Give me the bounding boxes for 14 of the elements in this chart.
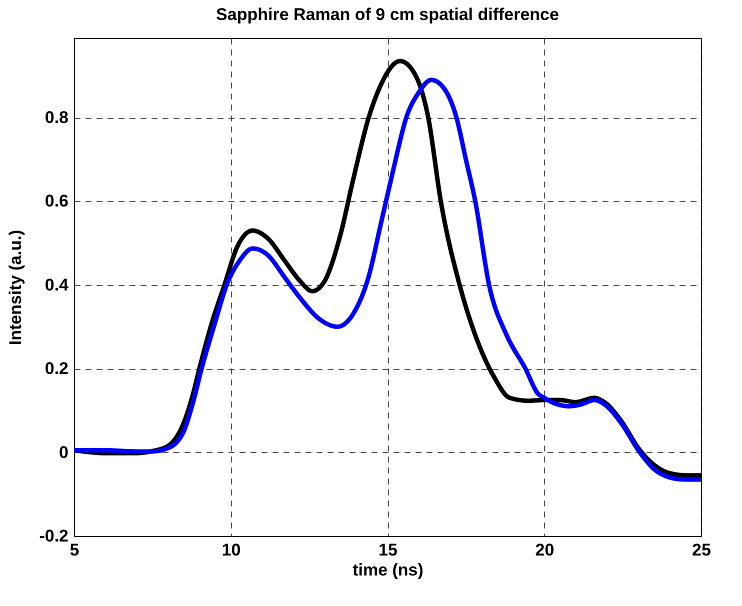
x-tick-label: 15: [378, 540, 398, 560]
y-tick-label: 0: [59, 442, 68, 462]
x-tick-label: 20: [535, 540, 554, 560]
y-tick-label: 0.6: [44, 192, 68, 211]
y-tick-label: -0.2: [39, 526, 68, 546]
x-tick-label: 10: [222, 540, 241, 560]
chart-title: Sapphire Raman of 9 cm spatial difference: [216, 5, 559, 24]
y-tick-label: 0.2: [44, 359, 68, 378]
x-tick-label: 5: [70, 540, 80, 560]
x-axis-title: time (ns): [352, 560, 424, 580]
x-tick-label: 25: [692, 540, 711, 560]
y-tick-label: 0.4: [44, 275, 70, 294]
y-tick-label: 0.8: [44, 108, 68, 128]
y-axis-title: Intensity (a.u.): [6, 230, 26, 346]
